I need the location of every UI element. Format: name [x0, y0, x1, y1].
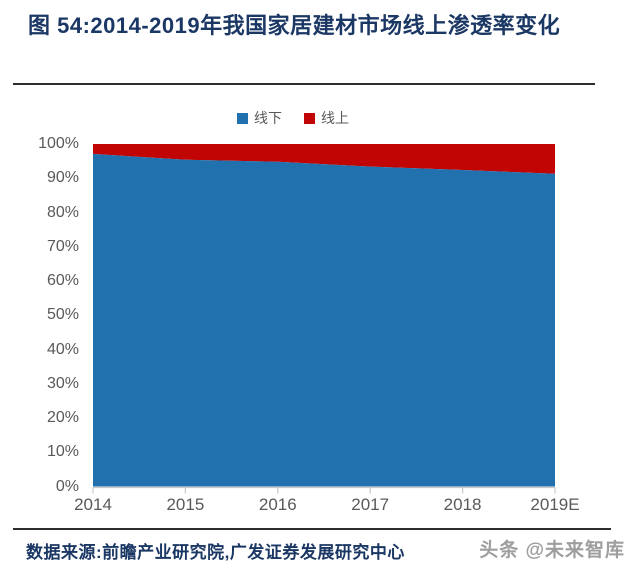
chart-legend: 线下 线上 — [0, 108, 586, 128]
y-axis-label: 40% — [46, 340, 79, 358]
x-axis-label: 2014 — [74, 495, 112, 514]
x-axis-label: 2018 — [443, 495, 482, 514]
watermark-text: 头条 @未来智库 — [479, 540, 625, 561]
area-online — [93, 144, 555, 174]
title-underline — [13, 83, 595, 85]
area-offline — [93, 153, 555, 487]
y-axis-label: 60% — [46, 272, 79, 289]
legend-swatch-icon — [237, 112, 248, 124]
legend-swatch-icon — [304, 112, 315, 124]
x-axis-label: 2016 — [258, 495, 297, 514]
x-axis-label: 2015 — [166, 495, 205, 514]
data-source-text: 数据来源:前瞻产业研究院,广发证券发展研究中心 — [26, 543, 405, 562]
y-axis-label: 50% — [46, 306, 79, 324]
y-axis-label: 0% — [55, 477, 79, 495]
y-axis-label: 90% — [46, 169, 79, 187]
legend-label: 线下 — [254, 110, 282, 126]
y-axis-label: 100% — [38, 135, 79, 152]
y-axis-label: 70% — [46, 237, 79, 255]
source-divider — [13, 528, 611, 530]
x-axis-label: 2017 — [351, 495, 390, 514]
x-axis-label: 2019E — [530, 495, 580, 514]
y-axis-label: 30% — [46, 374, 79, 392]
legend-label: 线上 — [321, 110, 349, 126]
figure-title: 图 54:2014-2019年我国家居建材市场线上渗透率变化 — [28, 13, 561, 38]
y-axis-label: 10% — [46, 443, 79, 461]
y-axis-label: 20% — [46, 409, 79, 426]
legend-item-online: 线上 — [304, 108, 349, 128]
y-axis-label: 80% — [46, 203, 79, 221]
legend-item-offline: 线下 — [237, 108, 282, 128]
